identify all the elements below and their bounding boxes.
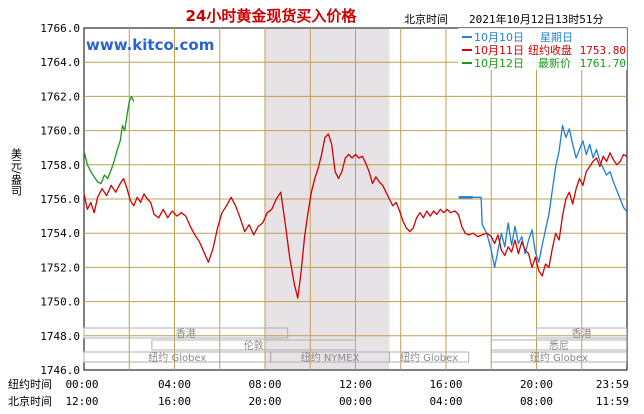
- x-tick-label-bj: 08:00: [520, 395, 553, 408]
- market-session-label: 香港: [572, 328, 592, 340]
- y-tick-label: 1756.0: [40, 193, 80, 206]
- y-tick-label: 1760.0: [40, 125, 80, 138]
- y-tick-label: 1752.0: [40, 261, 80, 274]
- x-axis-ticks: 00:00 12:00 04:00 16:00 08:00 20:00 12:00 00:00…: [65, 378, 629, 408]
- x-tick-label-ny: 16:00: [429, 378, 462, 391]
- x-tick-label-bj: 20:00: [248, 395, 281, 408]
- y-axis-label: 美元/盎司: [10, 148, 23, 196]
- market-session-bar: [83, 327, 289, 339]
- market-session-bar: [83, 351, 272, 363]
- legend-item-1: 10月10日 星期日: [462, 31, 573, 44]
- timestamp: 2021年10月12日13时51分: [469, 12, 603, 26]
- x-tick-label-ny: 12:00: [339, 378, 372, 391]
- legend: 10月10日 星期日 10月11日 纽约收盘 1753.80 10月12日 最新…: [458, 28, 627, 70]
- y-axis-ticks: 1766.0 1764.0 1762.0 1760.0 1758.0 1756.0 1754…: [40, 22, 80, 377]
- x-tick-label-ny: 00:00: [65, 378, 98, 391]
- market-session-label: 纽约 Globex: [148, 351, 206, 364]
- bottom-axis: 纽约时间 北京时间: [8, 377, 52, 408]
- x-axis-label-ny: 纽约时间: [8, 377, 52, 391]
- x-tick-label-ny: 20:00: [520, 378, 553, 391]
- legend-date-3: 10月12日: [474, 57, 524, 70]
- market-session-bar: [151, 339, 356, 351]
- watermark: www.kitco.com: [86, 36, 214, 54]
- x-tick-label-bj: 11:59: [596, 395, 629, 408]
- legend-date-2: 10月11日: [474, 44, 524, 57]
- series-line-3: [83, 95, 135, 185]
- legend-item-3: 10月12日 最新价 1761.70: [462, 56, 626, 70]
- grid: [84, 28, 627, 370]
- market-session-label: 香港: [176, 328, 196, 340]
- market-session-label: 纽约 Globex: [400, 351, 458, 364]
- y-tick-label: 1748.0: [40, 330, 80, 343]
- market-session-bar: [490, 339, 628, 351]
- x-tick-label-ny: 08:00: [248, 378, 281, 391]
- market-session-label: 纽约 Globex: [530, 351, 588, 364]
- y-tick-label: 1758.0: [40, 159, 80, 172]
- x-axis-label-bj: 北京时间: [8, 394, 52, 408]
- y-tick-label: 1766.0: [40, 22, 80, 35]
- market-session-label: 纽约 NYMEX: [301, 351, 360, 364]
- market-session-bar: [388, 351, 470, 363]
- y-tick-label: 1762.0: [40, 90, 80, 103]
- series-layer: [83, 95, 627, 299]
- legend-item-2: 10月11日 纽约收盘 1753.80: [462, 43, 626, 57]
- x-tick-label-bj: 12:00: [65, 395, 98, 408]
- y-tick-label: 1754.0: [40, 227, 80, 240]
- x-tick-label-ny: 04:00: [158, 378, 191, 391]
- series-line-2: [83, 133, 627, 299]
- legend-date-1: 10月10日: [474, 31, 524, 44]
- x-tick-label-ny: 23:59: [596, 378, 629, 391]
- y-tick-label: 1750.0: [40, 296, 80, 309]
- legend-value-2: 1753.80: [580, 44, 626, 57]
- x-tick-label-bj: 04:00: [429, 395, 462, 408]
- x-tick-label-bj: 16:00: [158, 395, 191, 408]
- y-tick-label: 1764.0: [40, 56, 80, 69]
- market-session-bar: [536, 327, 628, 339]
- market-session-label: 悉尼: [549, 340, 569, 352]
- legend-text-2: 纽约收盘: [528, 43, 572, 57]
- x-tick-label-bj: 00:00: [339, 395, 372, 408]
- chart-title: 24小时黄金现货买入价格: [186, 7, 358, 25]
- legend-background: [458, 28, 627, 70]
- market-session-bar: [490, 351, 628, 363]
- market-session-label: 伦敦: [244, 339, 264, 352]
- legend-text-1: 星期日: [540, 31, 573, 44]
- legend-value-3: 1761.70: [580, 57, 626, 70]
- y-tick-label: 1746.0: [40, 364, 80, 377]
- legend-text-3: 最新价: [538, 56, 571, 70]
- timezone-label: 北京时间: [404, 12, 448, 26]
